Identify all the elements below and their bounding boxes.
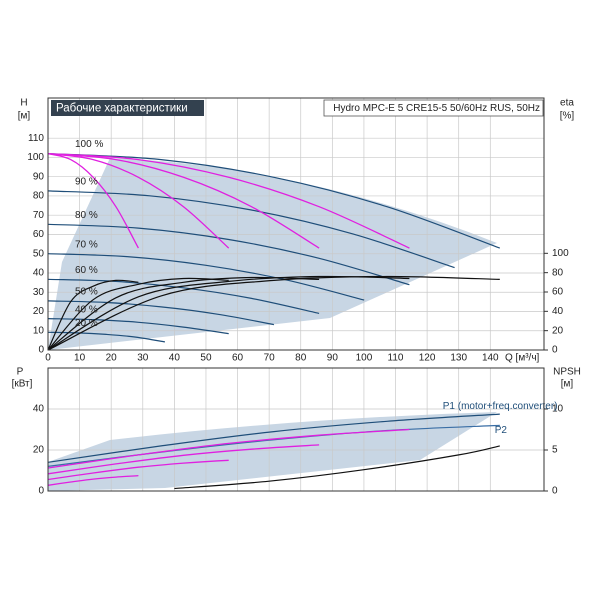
- y2-axis-unit: [%]: [560, 111, 575, 122]
- y2-tick-label: 5: [552, 445, 558, 456]
- curve-label: 60 %: [75, 265, 98, 276]
- x-tick-label: 110: [388, 353, 404, 364]
- x-tick-label: 140: [482, 353, 499, 364]
- curve: [174, 445, 500, 490]
- y-tick-label: 60: [33, 229, 45, 240]
- chart-subtitle: Hydro MPC-E 5 CRE15-5 50/60Hz RUS, 50Hz: [333, 103, 540, 114]
- x-tick-label: 100: [356, 353, 373, 364]
- x-tick-label: 80: [295, 353, 307, 364]
- y2-tick-label: 40: [552, 306, 564, 317]
- lower-region: [48, 412, 497, 491]
- y-tick-label: 20: [33, 445, 45, 456]
- title-box: [51, 100, 204, 116]
- y-axis-unit: [м]: [18, 111, 31, 122]
- y-tick-label: 40: [33, 404, 45, 415]
- x-tick-label: 0: [45, 353, 51, 364]
- y2-tick-label: 0: [552, 486, 558, 497]
- y2-tick-label: 80: [552, 267, 564, 278]
- chart-title: Рабочие характеристики: [56, 103, 188, 115]
- curve-label: 100 %: [75, 139, 103, 150]
- y2-tick-label: 20: [552, 325, 564, 336]
- labels: 0 10 20 30 40 50 60 70 80 90 100 110 120 130 140010203…: [27, 133, 569, 497]
- curve-label: 90 %: [75, 177, 98, 188]
- curve: [47, 318, 229, 335]
- curve: [47, 413, 500, 463]
- y2-tick-label: 0: [552, 345, 558, 356]
- curve: [47, 444, 320, 475]
- x-axis-label: Q [м³/ч]: [505, 353, 540, 364]
- curve: [47, 190, 455, 269]
- y2-axis-label: NPSH: [553, 367, 581, 378]
- curve: [47, 474, 139, 486]
- y-tick-label: 50: [33, 248, 45, 259]
- curve: [47, 223, 410, 286]
- curves: [47, 152, 501, 490]
- curve-label: 70 %: [75, 239, 98, 250]
- y-tick-label: 10: [33, 325, 45, 336]
- x-tick-label: 50: [200, 353, 212, 364]
- curve-label: P1 (motor+freq.converter): [443, 401, 558, 412]
- curve: [47, 277, 229, 351]
- y-tick-label: 70: [33, 210, 45, 221]
- subtitle-box: [323, 99, 544, 117]
- curve: [47, 279, 139, 351]
- x-tick-label: 70: [264, 353, 276, 364]
- y-axis-label: P: [17, 367, 24, 378]
- y-tick-label: 40: [33, 268, 45, 279]
- curve: [47, 152, 230, 249]
- x-tick-label: 130: [450, 353, 467, 364]
- curve: [47, 152, 410, 249]
- x-tick-label: 60: [232, 353, 244, 364]
- y-tick-label: 0: [38, 345, 44, 356]
- curve: [47, 459, 229, 481]
- curve: [47, 278, 320, 314]
- y-tick-label: 0: [38, 486, 44, 497]
- upper-frame: [47, 97, 545, 351]
- x-tick-label: 20: [106, 353, 118, 364]
- curve: [47, 152, 320, 249]
- x-tick-label: 90: [327, 353, 339, 364]
- y2-tick-label: 60: [552, 287, 564, 298]
- y-tick-label: 100: [27, 152, 44, 163]
- curve: [47, 428, 410, 469]
- y-tick-label: 20: [33, 306, 45, 317]
- y2-tick-label: 10: [552, 404, 564, 415]
- y2-axis-label: eta: [560, 98, 574, 109]
- y2-axis-unit: [м]: [561, 379, 574, 390]
- x-tick-label: 120: [419, 353, 436, 364]
- curve-label: P2: [495, 425, 508, 436]
- curve-label: 50 %: [75, 287, 98, 298]
- x-tick-label: 40: [169, 353, 181, 364]
- lower-frame: [47, 367, 545, 492]
- curve-label: 40 %: [75, 304, 98, 315]
- y-tick-label: 30: [33, 287, 45, 298]
- curve: [47, 253, 365, 301]
- y-axis-unit: [кВт]: [12, 379, 33, 390]
- curve: [47, 153, 501, 249]
- x-tick-label: 30: [137, 353, 149, 364]
- curve: [47, 275, 500, 351]
- curve: [47, 152, 139, 249]
- y-tick-label: 80: [33, 191, 45, 202]
- y-axis-label: H: [20, 98, 27, 109]
- y2-tick-label: 100: [552, 248, 569, 259]
- curve-label: 20 %: [75, 318, 98, 329]
- curve: [47, 300, 275, 326]
- y-tick-label: 110: [28, 133, 44, 144]
- y-tick-label: 90: [33, 171, 45, 182]
- x-tick-label: 10: [74, 353, 86, 364]
- curve-label: 80 %: [75, 210, 98, 221]
